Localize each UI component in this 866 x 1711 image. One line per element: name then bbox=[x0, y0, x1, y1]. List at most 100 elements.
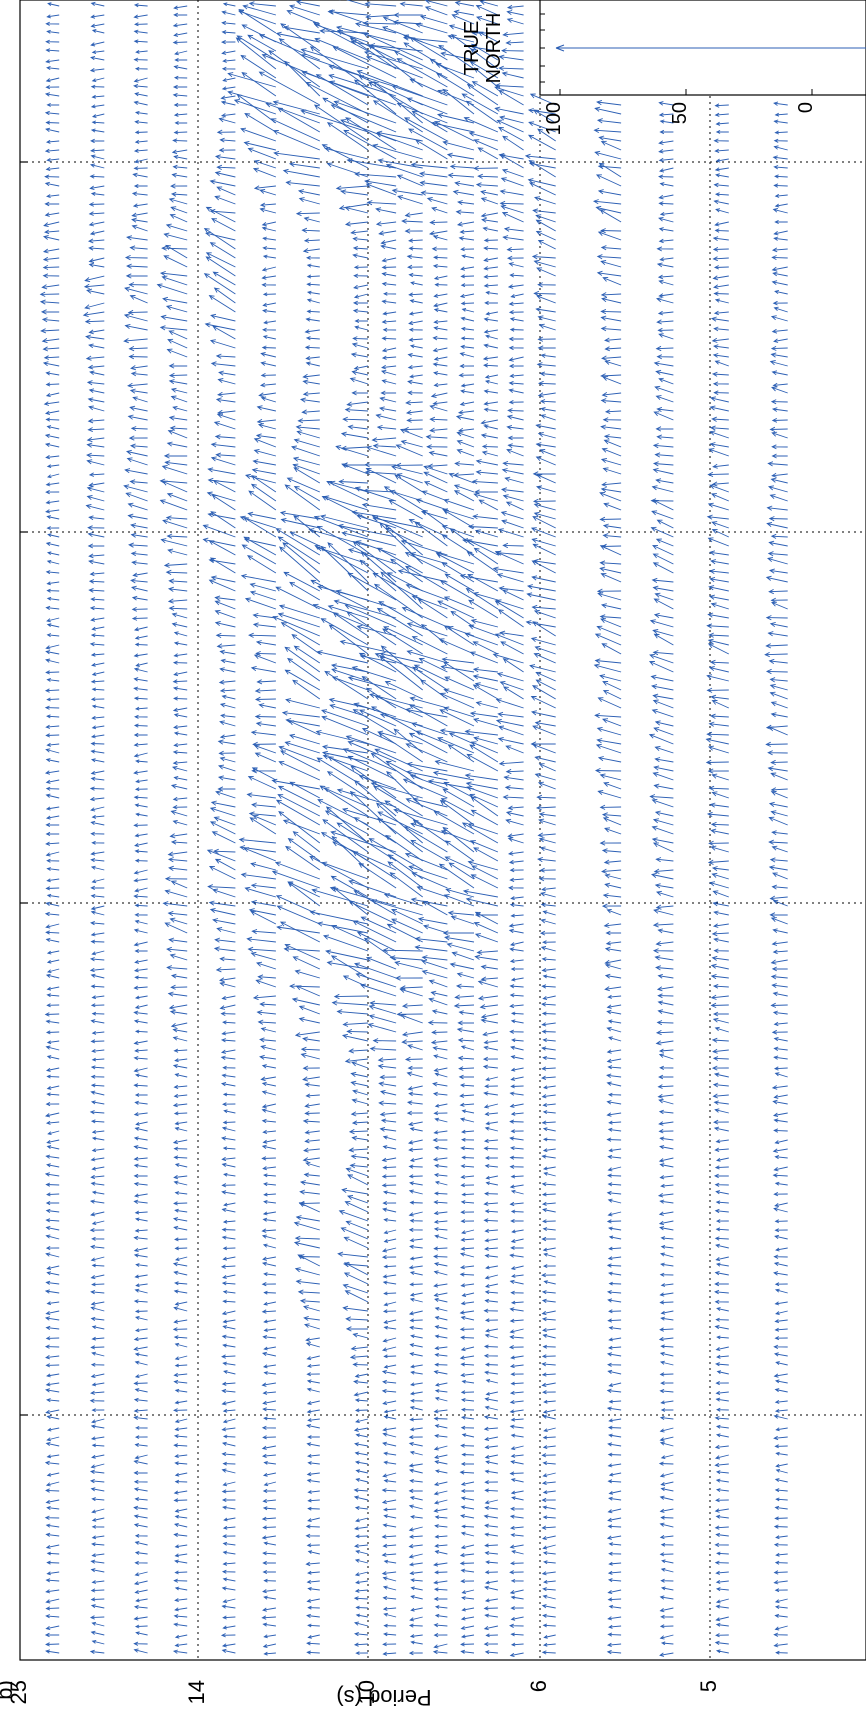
vector-arrow bbox=[44, 148, 60, 154]
vector-arrow bbox=[460, 1649, 475, 1654]
vector-arrow bbox=[608, 1246, 622, 1251]
vector-arrow bbox=[307, 1623, 320, 1628]
vector-arrow bbox=[332, 612, 369, 637]
vector-arrow bbox=[380, 390, 397, 396]
vector-arrow bbox=[305, 1533, 320, 1539]
vector-arrow bbox=[460, 1362, 475, 1367]
vector-arrow bbox=[41, 317, 60, 323]
vector-arrow bbox=[455, 209, 475, 215]
vector-arrow bbox=[432, 401, 448, 406]
vector-arrow bbox=[45, 1245, 60, 1251]
vector-arrow bbox=[655, 345, 674, 352]
vector-arrow bbox=[542, 1551, 556, 1555]
vector-arrow bbox=[542, 1390, 556, 1395]
vector-arrow bbox=[88, 405, 105, 412]
vector-arrow bbox=[369, 1000, 397, 1006]
vector-arrow bbox=[460, 1579, 475, 1584]
vector-arrow bbox=[170, 183, 188, 189]
vector-arrow bbox=[658, 112, 674, 118]
vector-arrow bbox=[382, 1135, 397, 1141]
vector-arrow bbox=[421, 959, 448, 970]
vector-arrow bbox=[541, 1604, 556, 1609]
vector-arrow bbox=[46, 515, 60, 520]
vector-arrow bbox=[222, 1102, 236, 1107]
vector-arrow bbox=[133, 1056, 148, 1061]
vector-arrow bbox=[505, 818, 524, 826]
vector-arrow bbox=[240, 573, 276, 583]
vector-arrow bbox=[91, 1049, 105, 1053]
vector-arrow bbox=[258, 392, 276, 398]
vector-arrow bbox=[448, 862, 475, 880]
vector-arrow bbox=[305, 1524, 320, 1529]
vector-arrow bbox=[383, 1409, 397, 1414]
vector-arrow bbox=[291, 634, 321, 655]
vector-arrow bbox=[465, 588, 499, 610]
vector-arrow bbox=[91, 1497, 105, 1502]
vector-arrow bbox=[510, 1067, 524, 1072]
vector-arrow bbox=[714, 1462, 729, 1468]
vector-arrow bbox=[261, 1453, 276, 1459]
vector-arrow bbox=[277, 612, 320, 628]
vector-arrow bbox=[459, 1310, 475, 1315]
vector-arrow bbox=[367, 44, 423, 88]
vector-arrow bbox=[46, 893, 60, 898]
vector-arrow bbox=[170, 206, 188, 214]
vector-arrow bbox=[607, 1508, 622, 1514]
vector-arrow bbox=[774, 1319, 788, 1324]
vector-arrow bbox=[406, 649, 448, 664]
vector-arrow bbox=[261, 226, 277, 232]
vector-arrow bbox=[485, 1121, 498, 1126]
vector-arrow bbox=[173, 713, 188, 718]
vector-arrow bbox=[91, 687, 105, 692]
vector-arrow bbox=[601, 848, 622, 854]
vector-arrow bbox=[353, 293, 369, 299]
vector-arrow bbox=[510, 1245, 524, 1250]
vector-arrow bbox=[134, 158, 148, 164]
vector-arrow bbox=[90, 41, 105, 47]
vector-arrow bbox=[91, 704, 105, 709]
vector-arrow bbox=[262, 1334, 276, 1340]
vector-arrow bbox=[221, 1468, 236, 1474]
vector-arrow bbox=[485, 379, 499, 385]
vector-arrow bbox=[510, 1372, 524, 1377]
vector-arrow bbox=[509, 1424, 524, 1429]
vector-arrow bbox=[134, 706, 148, 711]
vector-arrow bbox=[173, 1522, 188, 1528]
vector-arrow bbox=[769, 895, 788, 901]
vector-arrow bbox=[659, 1624, 674, 1629]
vector-arrow bbox=[45, 500, 60, 505]
vector-arrow bbox=[88, 515, 105, 521]
vector-arrow bbox=[510, 1616, 524, 1621]
vector-arrow bbox=[602, 893, 622, 899]
vector-arrow bbox=[403, 42, 448, 70]
vector-arrow bbox=[333, 100, 397, 124]
vector-arrow bbox=[44, 201, 60, 207]
vector-arrow bbox=[508, 309, 524, 315]
vector-arrow bbox=[407, 1139, 423, 1145]
vector-arrow bbox=[445, 887, 475, 898]
vector-arrow bbox=[262, 1407, 276, 1412]
vector-arrow bbox=[768, 516, 788, 522]
vector-arrow bbox=[774, 130, 788, 135]
vector-arrow bbox=[452, 189, 475, 196]
vector-arrow bbox=[454, 0, 475, 7]
vector-arrow bbox=[504, 785, 524, 791]
vector-arrow bbox=[600, 245, 622, 251]
vector-arrow bbox=[222, 1290, 236, 1294]
vector-arrow bbox=[460, 1544, 475, 1550]
vector-arrow bbox=[774, 1301, 788, 1306]
vector-arrow bbox=[172, 405, 188, 412]
vector-arrow bbox=[503, 226, 524, 232]
vector-arrow bbox=[376, 802, 423, 844]
vector-arrow bbox=[367, 1022, 397, 1033]
vector-arrow bbox=[769, 691, 788, 700]
vector-arrow bbox=[168, 330, 188, 340]
vector-arrow bbox=[775, 1427, 788, 1432]
vector-arrow bbox=[262, 1139, 276, 1144]
vector-arrow bbox=[86, 452, 105, 458]
vector-arrow bbox=[410, 1586, 423, 1591]
vector-arrow bbox=[284, 60, 321, 97]
vector-arrow bbox=[537, 832, 556, 838]
vector-arrow bbox=[607, 1154, 622, 1159]
vector-arrow bbox=[374, 695, 423, 718]
